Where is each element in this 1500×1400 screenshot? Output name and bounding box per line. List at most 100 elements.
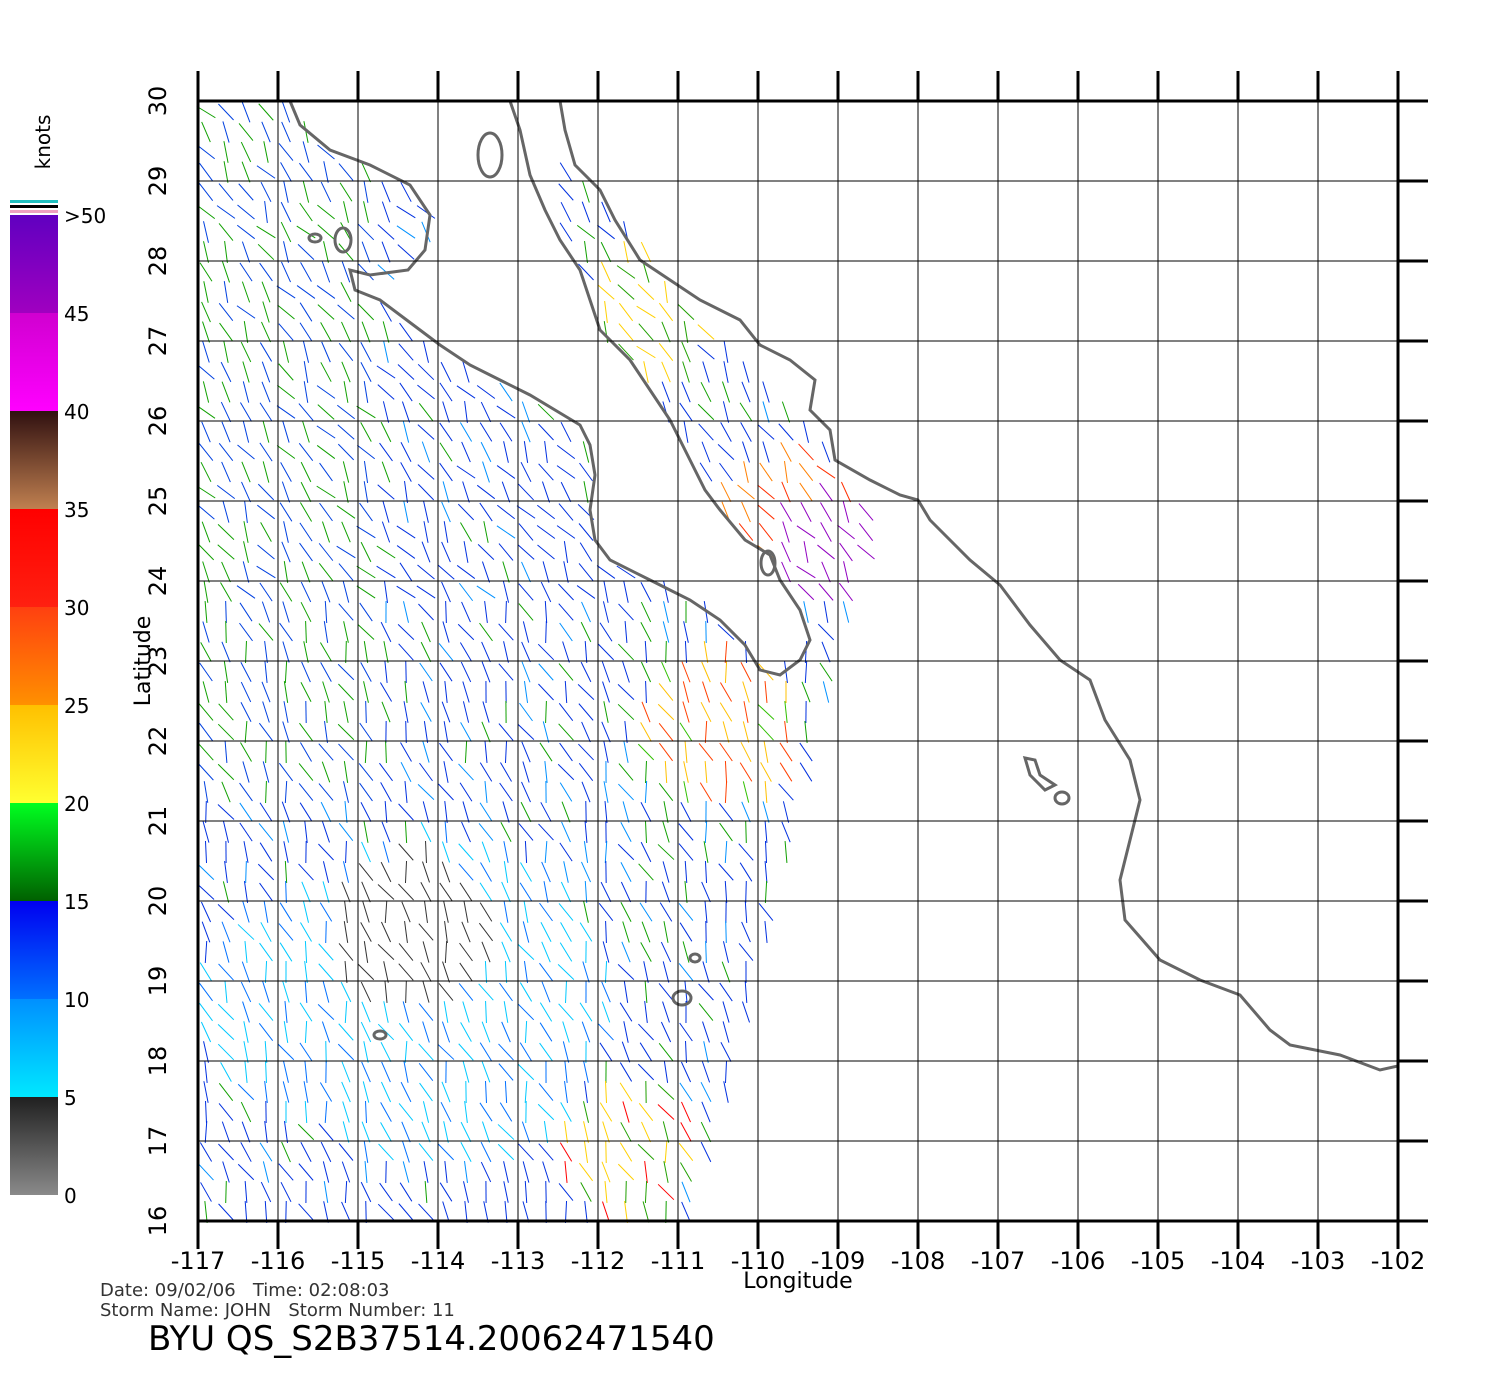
wind-vector bbox=[363, 181, 369, 203]
wind-vector bbox=[558, 903, 574, 921]
wind-vector bbox=[416, 585, 436, 599]
colorbar-tick-label: 10 bbox=[64, 988, 89, 1012]
wind-vector bbox=[398, 883, 414, 901]
wind-vector bbox=[578, 523, 594, 541]
wind-vector bbox=[739, 862, 753, 882]
wind-vector bbox=[518, 523, 534, 541]
wind-vector bbox=[281, 121, 291, 143]
wind-vector bbox=[640, 841, 652, 863]
colorbar-tick-label: 15 bbox=[64, 890, 89, 914]
wind-vector bbox=[357, 624, 375, 640]
wind-vector bbox=[337, 723, 355, 741]
x-axis-title: Longitude bbox=[743, 1269, 852, 1294]
wind-vector bbox=[661, 381, 671, 403]
wind-vector bbox=[559, 162, 573, 182]
wind-vector bbox=[804, 721, 808, 743]
wind-vector bbox=[341, 1161, 351, 1183]
wind-vector bbox=[300, 262, 312, 282]
wind-vector bbox=[460, 661, 472, 683]
wind-vector bbox=[217, 804, 235, 820]
wind-vector bbox=[722, 1021, 730, 1043]
wind-vector bbox=[365, 700, 367, 724]
wind-vector bbox=[360, 342, 372, 362]
wind-vector bbox=[259, 442, 273, 462]
wind-vector bbox=[723, 361, 729, 383]
wind-vector bbox=[305, 620, 307, 644]
wind-vector bbox=[258, 722, 274, 742]
wind-vector bbox=[319, 1082, 333, 1102]
wind-vector bbox=[337, 304, 355, 320]
wind-vector bbox=[821, 641, 831, 663]
wind-vector bbox=[242, 1001, 250, 1023]
wind-vector bbox=[196, 405, 216, 419]
wind-vector bbox=[603, 321, 609, 343]
wind-vector bbox=[236, 305, 256, 319]
wind-vector bbox=[505, 600, 507, 624]
wind-vector bbox=[802, 421, 810, 443]
wind-vector bbox=[456, 385, 476, 399]
wind-vector bbox=[421, 441, 431, 463]
wind-vector bbox=[220, 582, 232, 602]
wind-vector bbox=[577, 684, 595, 700]
wind-vector bbox=[481, 661, 491, 683]
wind-vector bbox=[380, 921, 392, 943]
wind-vector bbox=[680, 1162, 692, 1182]
wind-vector bbox=[459, 782, 473, 802]
wind-vector bbox=[484, 960, 488, 984]
wind-vector bbox=[698, 743, 714, 761]
y-tick-label: 21 bbox=[144, 806, 172, 837]
wind-vector bbox=[517, 1003, 535, 1021]
wind-vector bbox=[319, 902, 333, 922]
wind-vector bbox=[300, 1142, 312, 1162]
wind-vector bbox=[460, 522, 472, 542]
wind-vector bbox=[742, 721, 750, 743]
wind-vector bbox=[439, 662, 453, 682]
wind-vector bbox=[601, 981, 611, 1003]
x-tick-label: -108 bbox=[891, 1247, 945, 1275]
wind-vector bbox=[503, 1001, 509, 1023]
wind-vector bbox=[682, 361, 690, 383]
wind-vector bbox=[379, 442, 393, 462]
wind-vector bbox=[280, 221, 292, 243]
wind-vector bbox=[282, 341, 290, 363]
wind-vector bbox=[197, 504, 215, 520]
wind-vector bbox=[263, 901, 269, 923]
wind-vector bbox=[417, 384, 435, 400]
wind-vector bbox=[723, 1081, 729, 1103]
wind-vector bbox=[265, 780, 267, 804]
wind-vector bbox=[644, 1001, 648, 1023]
wind-vector bbox=[418, 923, 434, 941]
wind-vector bbox=[401, 401, 411, 423]
wind-vector bbox=[403, 501, 409, 523]
wind-vector bbox=[637, 1144, 655, 1160]
wind-vector bbox=[784, 840, 788, 864]
wind-vector bbox=[502, 581, 510, 603]
wind-vector bbox=[538, 423, 554, 441]
wind-vector bbox=[299, 162, 313, 182]
wind-vector bbox=[564, 1121, 568, 1143]
wind-vector bbox=[197, 863, 215, 881]
wind-vector bbox=[562, 1041, 570, 1063]
wind-vector bbox=[337, 424, 355, 440]
wind-vector bbox=[422, 861, 430, 883]
product-title: BYU QS_S2B37514.20062471540 bbox=[148, 1319, 715, 1359]
wind-vector bbox=[381, 201, 391, 223]
wind-vector bbox=[640, 661, 652, 683]
wind-vector bbox=[560, 922, 572, 942]
wind-vector bbox=[840, 481, 852, 503]
wind-vector bbox=[462, 361, 470, 383]
wind-vector bbox=[558, 183, 574, 201]
wind-vector bbox=[380, 1122, 392, 1142]
wind-vector bbox=[699, 782, 713, 802]
wind-vector bbox=[417, 424, 435, 440]
wind-vector bbox=[581, 201, 591, 223]
wind-vector bbox=[323, 241, 329, 263]
wind-vector bbox=[521, 661, 531, 683]
wind-vector bbox=[720, 682, 732, 702]
wind-vector bbox=[738, 843, 754, 861]
wind-vector bbox=[384, 661, 388, 683]
wind-vector bbox=[842, 501, 850, 523]
wind-vector bbox=[784, 701, 788, 723]
wind-vector bbox=[278, 363, 294, 381]
wind-vector bbox=[385, 740, 387, 764]
